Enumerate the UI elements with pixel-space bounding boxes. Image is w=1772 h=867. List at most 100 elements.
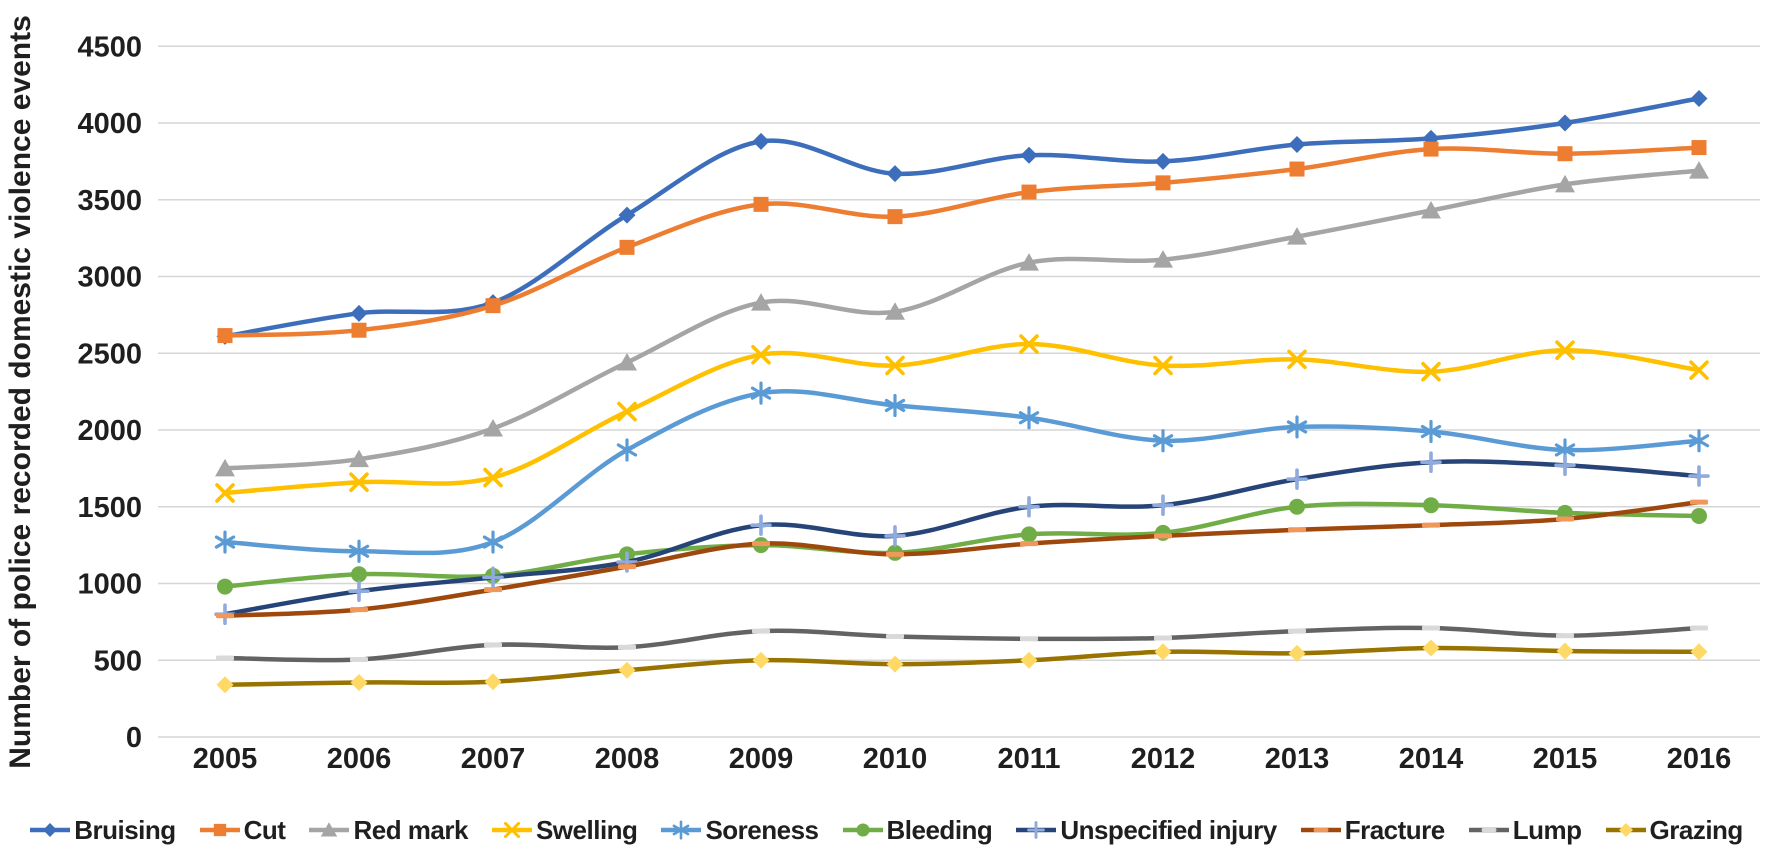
legend-marker-bleeding bbox=[842, 823, 883, 837]
legend-item-bruising: Bruising bbox=[29, 814, 176, 846]
square-marker-icon bbox=[753, 196, 769, 212]
diamond-marker-icon bbox=[752, 132, 770, 150]
triangle-marker-icon bbox=[617, 352, 637, 371]
circle-marker-icon bbox=[1289, 498, 1305, 515]
dash-marker-icon bbox=[1313, 827, 1329, 833]
y-tick-label: 500 bbox=[94, 645, 142, 677]
series-bruising bbox=[216, 89, 1708, 345]
square-marker-icon bbox=[217, 328, 233, 344]
plus-marker-icon bbox=[348, 580, 370, 602]
series-line-cut bbox=[222, 145, 1702, 338]
dash-marker-icon bbox=[1556, 633, 1574, 639]
legend-item-bleeding: Bleeding bbox=[842, 815, 993, 846]
series-markers-lump bbox=[216, 625, 1708, 662]
x-marker-icon bbox=[1689, 360, 1709, 380]
series-swelling bbox=[215, 334, 1709, 503]
dash-marker-icon bbox=[1288, 628, 1306, 634]
x-tick-label: 2011 bbox=[998, 743, 1061, 775]
y-tick-label: 1000 bbox=[77, 569, 142, 601]
circle-marker-icon bbox=[1423, 497, 1439, 514]
circle-marker-icon bbox=[1021, 526, 1037, 543]
series-red-mark bbox=[215, 161, 1709, 477]
series-grazing bbox=[216, 639, 1708, 694]
triangle-marker-icon bbox=[349, 449, 369, 468]
legend-label-bleeding: Bleeding bbox=[886, 814, 993, 845]
diamond-marker-icon bbox=[484, 673, 502, 691]
diamond-marker-icon bbox=[618, 661, 636, 679]
dash-marker-icon bbox=[1020, 636, 1038, 642]
square-marker-icon bbox=[1155, 175, 1171, 191]
dash-marker-icon bbox=[1288, 527, 1306, 533]
legend-item-soreness: Soreness bbox=[660, 815, 819, 846]
plus-marker-icon bbox=[1420, 451, 1442, 474]
diamond-marker-icon bbox=[886, 655, 904, 673]
plus-marker-icon bbox=[750, 514, 772, 536]
line-chart: 0 500 1000 1500 2000 2500 3000 3500 4000 4500 2005… bbox=[4, 15, 1760, 775]
legend-label-unspecified-injury: Unspecified injury bbox=[1060, 814, 1277, 845]
dash-marker-icon bbox=[1481, 827, 1497, 833]
triangle-marker-icon bbox=[1555, 174, 1575, 193]
series-line-unspecified-injury bbox=[222, 459, 1702, 617]
series-markers-cut bbox=[217, 140, 1707, 344]
series-line-bleeding bbox=[222, 501, 1702, 589]
dash-marker-icon bbox=[484, 587, 502, 593]
series-bleeding bbox=[217, 497, 1707, 595]
x-tick-label: 2007 bbox=[461, 743, 526, 775]
y-tick-label: 3500 bbox=[77, 185, 142, 217]
plus-marker-icon bbox=[1018, 495, 1040, 518]
legend-item-red-mark: Red mark bbox=[308, 815, 468, 846]
asterisk-marker-icon bbox=[1286, 415, 1308, 439]
series-lump bbox=[216, 625, 1708, 663]
triangle-marker-icon bbox=[1421, 200, 1441, 219]
asterisk-marker-icon bbox=[348, 539, 370, 563]
chart-legend: Bruising Cut Red mark Swelling Soreness Bleed… bbox=[0, 800, 1772, 860]
legend-item-fracture: Fracture bbox=[1300, 815, 1445, 846]
legend-marker-fracture bbox=[1300, 827, 1341, 833]
legend-label-bruising: Bruising bbox=[74, 814, 176, 845]
asterisk-marker-icon bbox=[1688, 429, 1710, 453]
dash-marker-icon bbox=[752, 628, 770, 634]
x-tick-label: 2010 bbox=[863, 743, 928, 775]
circle-marker-icon bbox=[1691, 507, 1707, 524]
legend-item-swelling: Swelling bbox=[491, 815, 638, 846]
y-tick-label: 0 bbox=[126, 722, 142, 754]
diamond-marker-icon bbox=[1556, 114, 1574, 132]
asterisk-marker-icon bbox=[616, 438, 638, 462]
dash-marker-icon bbox=[1020, 541, 1038, 547]
x-marker-icon bbox=[885, 355, 905, 376]
series-markers-unspecified-injury bbox=[214, 451, 1710, 625]
plus-marker-icon bbox=[1027, 821, 1046, 839]
triangle-marker-icon bbox=[751, 293, 771, 311]
series-line-grazing bbox=[222, 645, 1702, 688]
x-marker-icon bbox=[617, 401, 637, 422]
diamond-marker-icon bbox=[1020, 651, 1038, 669]
legend-marker-grazing bbox=[1605, 823, 1646, 837]
legend-label-cut: Cut bbox=[243, 814, 286, 845]
square-marker-icon bbox=[485, 298, 501, 314]
circle-marker-icon bbox=[351, 566, 367, 583]
y-tick-label: 2000 bbox=[77, 415, 142, 447]
x-tick-label: 2005 bbox=[193, 743, 258, 775]
series-markers-swelling bbox=[215, 334, 1709, 503]
series-line-swelling bbox=[222, 341, 1702, 496]
triangle-marker-icon bbox=[215, 458, 235, 477]
series-cut bbox=[217, 140, 1707, 344]
x-marker-icon bbox=[751, 344, 771, 365]
dash-marker-icon bbox=[1154, 533, 1172, 539]
plus-marker-icon bbox=[1554, 454, 1576, 477]
diamond-marker-icon bbox=[752, 651, 770, 669]
dash-marker-icon bbox=[1690, 499, 1708, 505]
square-marker-icon bbox=[1289, 161, 1305, 177]
asterisk-marker-icon bbox=[673, 820, 690, 840]
y-tick-label: 2500 bbox=[77, 338, 142, 370]
square-marker-icon bbox=[351, 322, 367, 338]
legend-item-lump: Lump bbox=[1468, 815, 1582, 846]
asterisk-marker-icon bbox=[750, 381, 772, 405]
series-unspecified-injury bbox=[214, 451, 1710, 625]
square-marker-icon bbox=[1691, 140, 1707, 156]
series-markers-grazing bbox=[216, 639, 1708, 694]
circle-marker-icon bbox=[855, 823, 870, 837]
x-tick-label: 2013 bbox=[1265, 743, 1330, 775]
x-marker-icon bbox=[1555, 340, 1575, 360]
